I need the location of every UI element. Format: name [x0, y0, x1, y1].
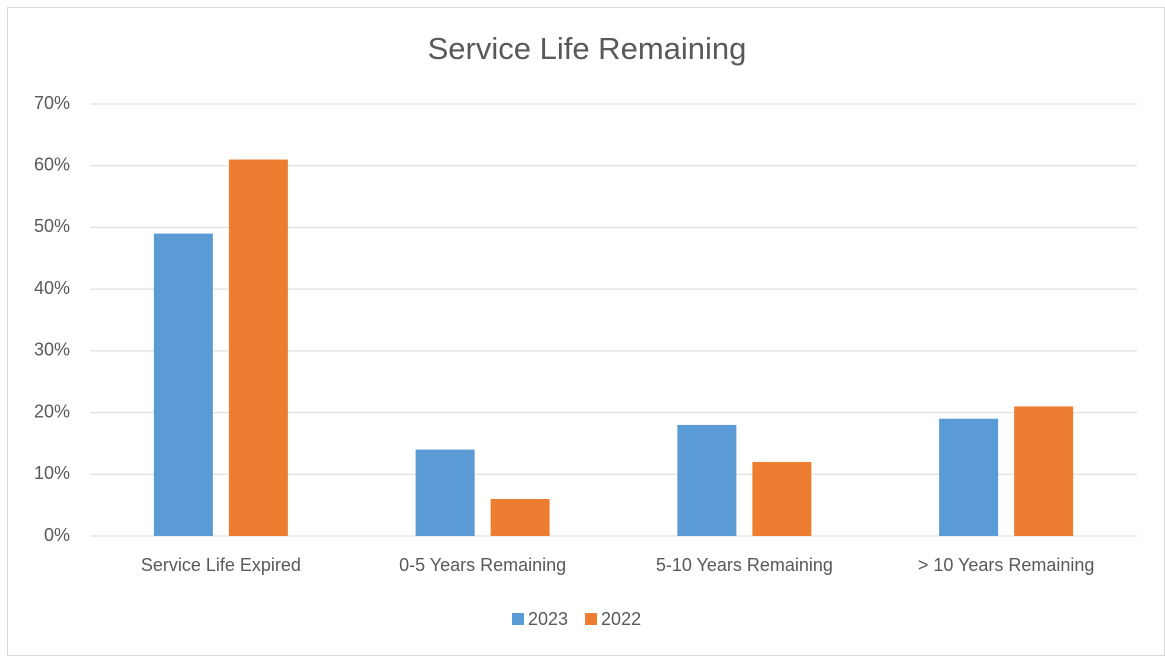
bar: [752, 461, 812, 536]
x-tick-label: > 10 Years Remaining: [918, 555, 1095, 575]
bar: [677, 424, 737, 536]
y-tick-label: 40%: [34, 278, 70, 298]
legend-swatch: [585, 613, 598, 625]
x-tick-label: 5-10 Years Remaining: [656, 555, 833, 575]
bar: [228, 159, 288, 537]
bar: [490, 498, 550, 536]
y-tick-label: 20%: [34, 401, 70, 421]
legend-label: 2022: [601, 609, 641, 629]
y-tick-label: 30%: [34, 340, 70, 360]
y-tick-label: 60%: [34, 154, 70, 174]
chart-title: Service Life Remaining: [428, 31, 747, 66]
legend-label: 2023: [528, 609, 568, 629]
y-tick-label: 50%: [34, 216, 70, 236]
y-tick-label: 0%: [44, 525, 70, 545]
x-tick-label: Service Life Expired: [141, 555, 301, 575]
bar: [415, 449, 475, 536]
legend-swatch: [512, 613, 524, 625]
y-tick-label: 10%: [34, 463, 70, 483]
bar: [939, 418, 999, 536]
bar: [153, 233, 213, 536]
y-tick-label: 70%: [34, 93, 70, 113]
x-tick-label: 0-5 Years Remaining: [399, 555, 566, 575]
bar: [1014, 406, 1074, 536]
